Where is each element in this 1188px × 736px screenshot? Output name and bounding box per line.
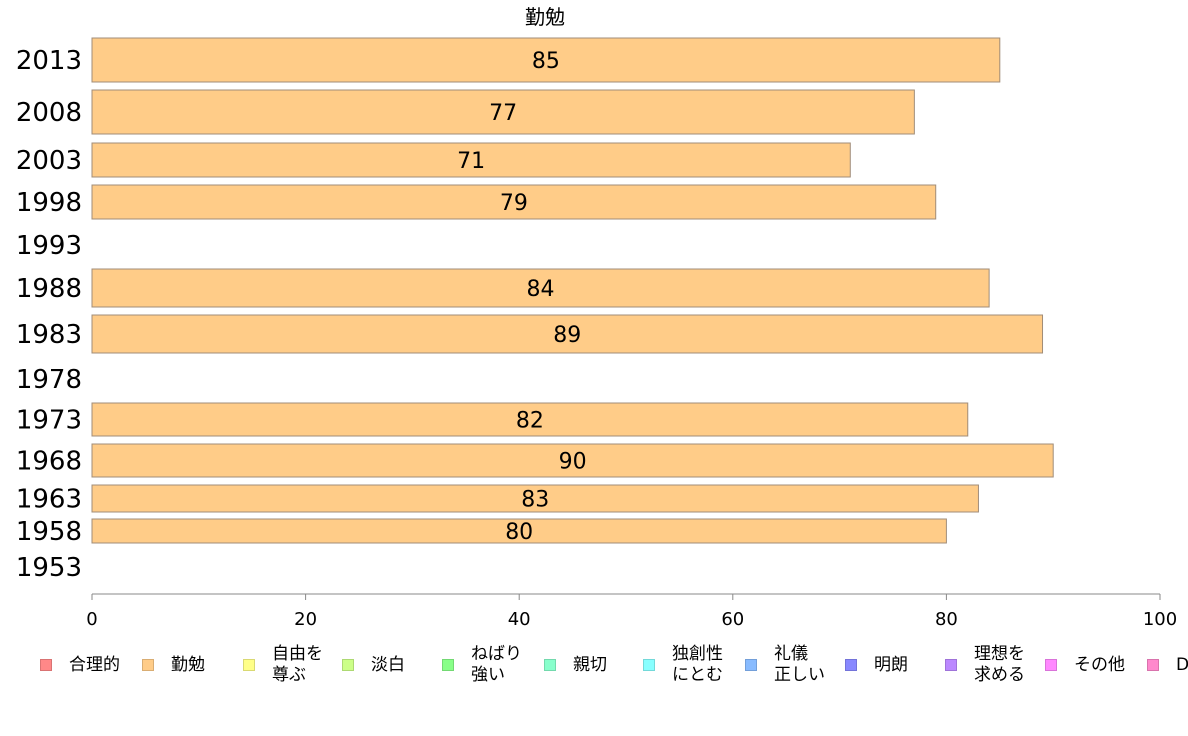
y-tick-label: 1958 <box>16 517 82 547</box>
bar-value-label: 71 <box>457 149 485 174</box>
x-tick-label: 20 <box>294 609 317 630</box>
bar-value-label: 83 <box>521 488 549 513</box>
y-tick-label: 1998 <box>16 188 82 218</box>
bar <box>91 518 947 544</box>
legend-item: 理想を 求める <box>945 642 1025 688</box>
legend-swatch <box>845 659 857 671</box>
legend: 合理的 勤勉 自由を 尊ぶ 淡白 ねばり 強い 親切 独創性 にとむ 礼儀 正しい 明朗 理想を … <box>0 642 1188 692</box>
legend-swatch <box>643 659 655 671</box>
x-tick-label: 100 <box>1143 609 1177 630</box>
x-tick-label: 60 <box>721 609 744 630</box>
y-tick-label: 2013 <box>16 46 82 76</box>
bar <box>91 89 915 135</box>
bar <box>91 37 1001 83</box>
bar-value-label: 80 <box>505 520 533 545</box>
bar <box>91 314 1044 354</box>
y-tick-label: 2008 <box>16 98 82 128</box>
y-tick-label: 1988 <box>16 274 82 304</box>
bar-value-label: 85 <box>532 49 560 74</box>
bar <box>91 184 937 220</box>
bar-value-label: 79 <box>500 191 528 216</box>
legend-label: その他 <box>1074 654 1125 675</box>
legend-swatch <box>40 659 52 671</box>
y-tick-label: 1973 <box>16 406 82 436</box>
bar <box>91 142 851 178</box>
legend-item: その他 <box>1045 642 1125 688</box>
y-tick-label: 1963 <box>16 485 82 515</box>
legend-item: 礼儀 正しい <box>745 642 825 688</box>
legend-label: ねばり 強い <box>471 644 522 685</box>
bar-value-label: 82 <box>516 409 544 434</box>
legend-swatch <box>745 659 757 671</box>
legend-label: 勤勉 <box>171 654 205 675</box>
legend-item: ねばり 強い <box>442 642 522 688</box>
bar <box>91 268 990 308</box>
bar <box>91 484 979 513</box>
y-tick-label: 1978 <box>16 365 82 395</box>
legend-swatch <box>243 659 255 671</box>
legend-label: D <box>1176 654 1188 675</box>
legend-item: 合理的 <box>40 642 120 688</box>
legend-item: 親切 <box>544 642 607 688</box>
y-tick-label: 1983 <box>16 320 82 350</box>
bar-value-label: 89 <box>553 323 581 348</box>
legend-item: 勤勉 <box>142 642 205 688</box>
y-tick-label: 2003 <box>16 146 82 176</box>
legend-label: 礼儀 正しい <box>774 644 825 685</box>
legend-item: 淡白 <box>342 642 405 688</box>
legend-swatch <box>544 659 556 671</box>
legend-item: 独創性 にとむ <box>643 642 723 688</box>
legend-label: 自由を 尊ぶ <box>272 644 323 685</box>
bar-value-label: 84 <box>527 277 555 302</box>
x-tick-label: 0 <box>86 609 97 630</box>
legend-swatch <box>442 659 454 671</box>
legend-label: 親切 <box>573 654 607 675</box>
legend-item: D <box>1147 642 1188 688</box>
legend-item: 明朗 <box>845 642 908 688</box>
legend-swatch <box>945 659 957 671</box>
legend-label: 独創性 にとむ <box>672 644 723 685</box>
y-tick-label: 1993 <box>16 231 82 261</box>
bar <box>91 402 969 437</box>
legend-swatch <box>1147 659 1159 671</box>
y-tick-label: 1968 <box>16 447 82 477</box>
bar-value-label: 90 <box>559 450 587 475</box>
x-tick-label: 40 <box>508 609 531 630</box>
legend-swatch <box>1045 659 1057 671</box>
y-tick-label: 1953 <box>16 553 82 583</box>
bar <box>91 443 1054 478</box>
legend-label: 淡白 <box>371 654 405 675</box>
bar-value-label: 77 <box>489 101 517 126</box>
legend-swatch <box>342 659 354 671</box>
chart-title: 勤勉 <box>525 5 565 29</box>
x-axis: 0 20 40 60 80 100 <box>86 593 1177 630</box>
legend-label: 理想を 求める <box>974 644 1025 685</box>
legend-item: 自由を 尊ぶ <box>243 642 323 688</box>
x-tick-label: 80 <box>935 609 958 630</box>
y-axis-labels: 2013 2008 2003 1998 1993 1988 1983 1978 1973 1968… <box>16 46 82 583</box>
legend-label: 合理的 <box>69 654 120 675</box>
legend-label: 明朗 <box>874 654 908 675</box>
legend-swatch <box>142 659 154 671</box>
